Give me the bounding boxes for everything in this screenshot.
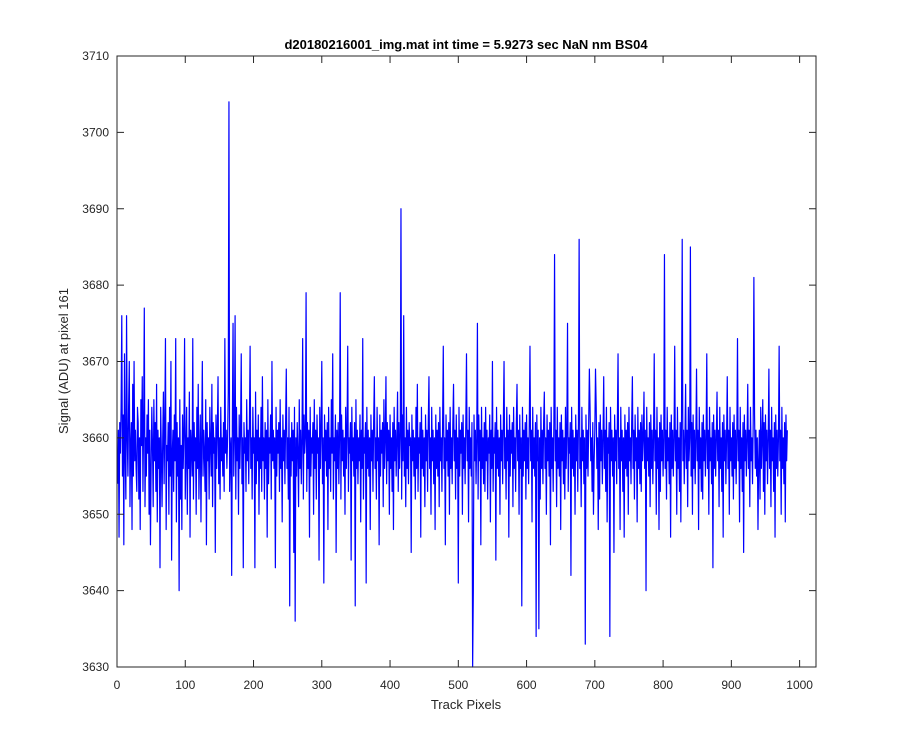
y-tick-label: 3640 — [82, 584, 109, 598]
x-tick-label: 600 — [517, 678, 537, 692]
y-tick-label: 3700 — [82, 125, 109, 139]
signal-series-line — [117, 101, 788, 668]
y-tick-label: 3710 — [82, 49, 109, 63]
x-tick-label: 1000 — [786, 678, 813, 692]
x-tick-label: 300 — [312, 678, 332, 692]
y-tick-label: 3670 — [82, 355, 109, 369]
x-tick-label: 800 — [653, 678, 673, 692]
x-tick-label: 400 — [380, 678, 400, 692]
y-tick-label: 3650 — [82, 507, 109, 521]
y-tick-label: 3660 — [82, 431, 109, 445]
chart-title: d20180216001_img.mat int time = 5.9273 s… — [284, 37, 648, 52]
x-tick-label: 700 — [585, 678, 605, 692]
y-tick-label: 3680 — [82, 278, 109, 292]
plot-frame — [116, 55, 817, 668]
x-tick-label: 100 — [175, 678, 195, 692]
y-tick-label: 3630 — [82, 660, 109, 674]
x-tick-label: 500 — [448, 678, 468, 692]
y-tick-label: 3690 — [82, 202, 109, 216]
x-tick-label: 200 — [244, 678, 264, 692]
axis-ticks: 0 100 200 300 400 500 600 700 800 900 1000 3630 3640… — [82, 49, 816, 692]
y-axis-label: Signal (ADU) at pixel 161 — [56, 288, 71, 434]
x-tick-label: 0 — [114, 678, 121, 692]
x-axis-label: Track Pixels — [431, 697, 502, 712]
x-tick-label: 900 — [721, 678, 741, 692]
